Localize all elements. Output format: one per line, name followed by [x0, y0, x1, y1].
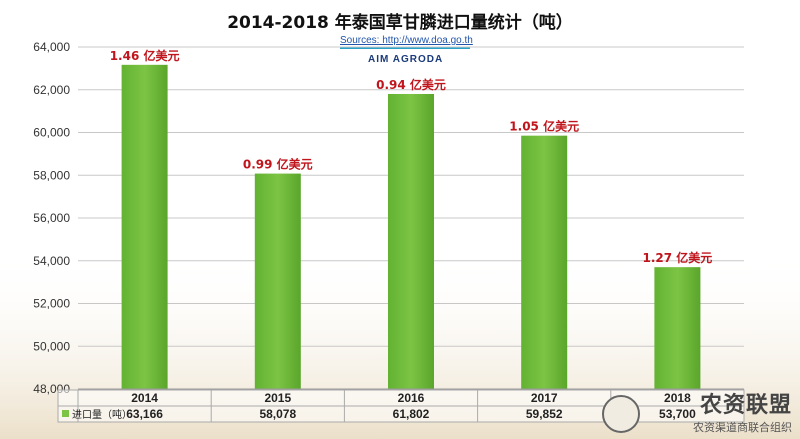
bar-annotation: 1.05 亿美元 [509, 119, 579, 134]
y-tick-label: 62,000 [33, 83, 70, 97]
y-tick-label: 54,000 [33, 254, 70, 268]
y-tick-label: 58,000 [33, 168, 70, 182]
watermark-main: 农资联盟 [699, 393, 792, 418]
y-tick-label: 52,000 [33, 297, 70, 311]
y-tick-label: 64,000 [33, 40, 70, 54]
watermark-logo-icon [602, 395, 640, 433]
y-tick-label: 60,000 [33, 126, 70, 140]
bar-annotation: 0.94 亿美元 [376, 77, 446, 92]
brand-logo-text: AIM AGRODA [368, 54, 444, 65]
y-tick-label: 50,000 [33, 339, 70, 353]
watermark: 农资联盟 农资渠道商联合组织 [693, 387, 792, 435]
chart-title: 2014-2018 年泰国草甘膦进口量统计（吨） [227, 13, 573, 33]
watermark-sub: 农资渠道商联合组织 [693, 421, 792, 434]
bar [254, 173, 301, 389]
x-tick-label: 2015 [264, 391, 291, 405]
bar-annotation: 0.99 亿美元 [243, 157, 313, 172]
bar-annotation: 1.46 亿美元 [110, 48, 180, 63]
brand-underline [340, 47, 470, 49]
table-value: 53,700 [659, 407, 696, 421]
table-value: 59,852 [526, 407, 563, 421]
x-tick-label: 2016 [398, 391, 425, 405]
bar-annotation: 1.27 亿美元 [643, 250, 713, 265]
bar [388, 93, 434, 390]
x-tick-label: 2017 [531, 391, 558, 405]
table-value: 58,078 [259, 407, 296, 421]
bar [121, 64, 168, 389]
bar [521, 135, 568, 389]
bar [654, 267, 701, 389]
source-link[interactable]: Sources: http://www.doa.go.th [340, 35, 473, 46]
y-tick-label: 56,000 [33, 211, 70, 225]
table-value: 63,166 [126, 407, 163, 421]
x-tick-label: 2018 [664, 391, 691, 405]
legend-swatch [62, 410, 69, 417]
legend-label: 进口量（吨） [72, 408, 132, 421]
x-tick-label: 2014 [131, 391, 158, 405]
table-value: 61,802 [393, 407, 430, 421]
